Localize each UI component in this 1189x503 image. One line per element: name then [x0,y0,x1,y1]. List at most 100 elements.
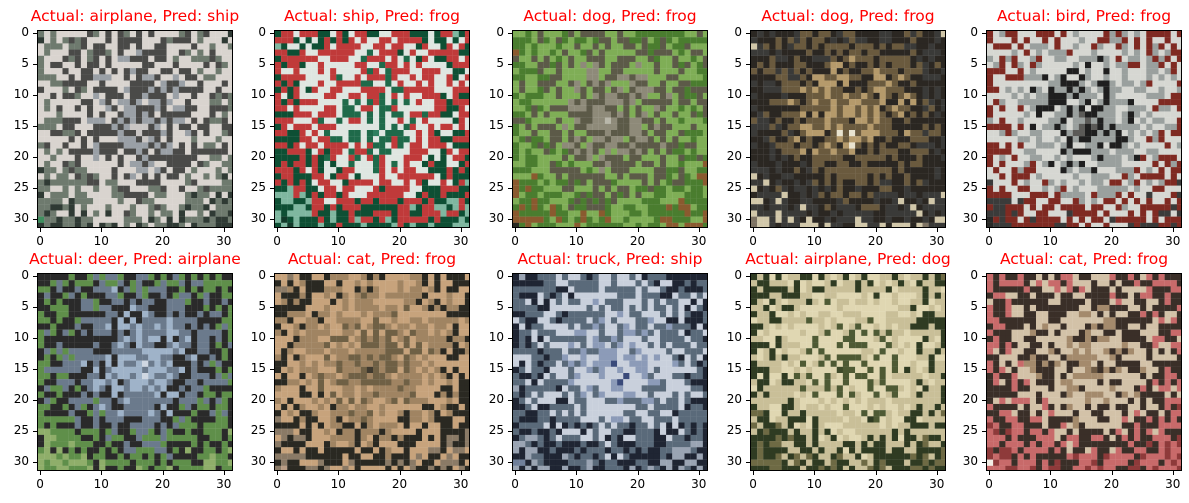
y-tick-label: 30 [488,453,504,468]
pixel-thumbnail [275,31,469,227]
y-tick-mark [270,368,274,370]
x-tick-label: 10 [93,234,109,248]
y-tick-label: 25 [726,179,742,194]
y-tick-label: 10 [13,329,29,344]
x-tick-label: 30 [1165,477,1181,491]
y-tick-label: 15 [962,360,978,375]
y-tick-label: 25 [250,179,266,194]
y-tick-label: 10 [962,329,978,344]
image-axes: 0 5 10 15 20 25 30 0 10 20 30 [14,25,233,248]
image-axes: 0 5 10 15 20 25 30 0 10 20 30 [251,25,470,248]
y-tick-mark [746,156,750,158]
airplane-thumbnail [750,273,946,471]
y-tick-mark [270,307,274,309]
y-tick-label: 25 [13,422,29,437]
image-axes: 0 5 10 15 20 25 30 0 10 20 30 [489,25,708,248]
y-tick-label: 20 [13,391,29,406]
x-tick-mark [1172,471,1174,475]
y-tick-mark [746,399,750,401]
y-tick-mark [982,156,986,158]
x-tick-label: 10 [330,477,346,491]
x-tick-label: 10 [1042,234,1058,248]
ship-thumbnail [274,30,470,228]
x-tick-mark [40,471,42,475]
y-tick-label: 0 [496,268,504,283]
x-tick-label: 30 [929,477,945,491]
y-tick-mark [33,64,37,66]
y-tick-label: 10 [250,329,266,344]
y-tick-mark [508,276,512,278]
y-tick-label: 5 [258,56,266,71]
x-tick-label: 0 [273,477,281,491]
x-tick-label: 10 [93,477,109,491]
y-tick-label: 30 [962,210,978,225]
y-tick-mark [982,337,986,339]
pixel-thumbnail [275,274,469,470]
y-tick-mark [508,64,512,66]
x-tick-mark [814,471,816,475]
x-tick-label: 0 [985,477,993,491]
y-tick-label: 20 [488,391,504,406]
x-tick-label: 10 [806,234,822,248]
y-tick-mark [270,64,274,66]
airplane-thumbnail [37,30,233,228]
y-tick-label: 5 [734,299,742,314]
y-tick-label: 20 [250,391,266,406]
x-tick-label: 10 [568,477,584,491]
x-tick-label: 0 [36,234,44,248]
x-tick-mark [223,228,225,232]
image-axes: 0 5 10 15 20 25 30 0 10 20 30 [727,268,946,491]
dog-thumbnail [512,30,708,228]
y-tick-mark [746,337,750,339]
x-tick-label: 10 [806,477,822,491]
y-tick-label: 0 [258,268,266,283]
panel-title: Actual: dog, Pred: frog [523,7,697,25]
y-tick-label: 15 [488,117,504,132]
x-tick-label: 20 [1103,234,1120,248]
x-tick-mark [576,471,578,475]
y-tick-label: 30 [13,210,29,225]
cat-thumbnail [274,273,470,471]
x-tick-mark [460,471,462,475]
y-tick-label: 25 [488,422,504,437]
y-tick-mark [508,337,512,339]
image-axes: 0 5 10 15 20 25 30 0 10 20 30 [489,268,708,491]
x-tick-label: 30 [453,234,469,248]
y-tick-mark [982,461,986,463]
y-tick-label: 15 [962,117,978,132]
x-tick-mark [698,228,700,232]
y-tick-mark [982,430,986,432]
x-tick-label: 30 [216,477,232,491]
y-tick-mark [508,156,512,158]
y-tick-mark [982,33,986,35]
x-tick-label: 0 [749,234,757,248]
y-tick-mark [270,125,274,127]
x-tick-mark [515,471,517,475]
y-tick-mark [508,187,512,189]
deer-thumbnail [37,273,233,471]
panel-title: Actual: cat, Pred: frog [999,250,1169,268]
y-tick-label: 5 [496,56,504,71]
panel-title: Actual: bird, Pred: frog [996,7,1172,25]
y-tick-mark [33,368,37,370]
y-tick-label: 10 [962,86,978,101]
image-axes: 0 5 10 15 20 25 30 0 10 20 30 [963,268,1182,491]
y-tick-label: 25 [726,422,742,437]
x-tick-mark [875,471,877,475]
x-tick-mark [223,471,225,475]
pixel-thumbnail [987,31,1181,227]
x-tick-mark [814,228,816,232]
y-tick-label: 10 [13,86,29,101]
x-tick-label: 10 [330,234,346,248]
y-tick-label: 0 [496,25,504,40]
x-tick-label: 30 [453,477,469,491]
y-tick-label: 0 [970,268,978,283]
image-axes: 0 5 10 15 20 25 30 0 10 20 30 [251,268,470,491]
x-tick-mark [399,228,401,232]
y-tick-mark [33,94,37,96]
y-tick-label: 30 [726,210,742,225]
y-tick-mark [982,94,986,96]
y-tick-mark [270,276,274,278]
y-tick-label: 15 [726,360,742,375]
y-tick-mark [982,368,986,370]
